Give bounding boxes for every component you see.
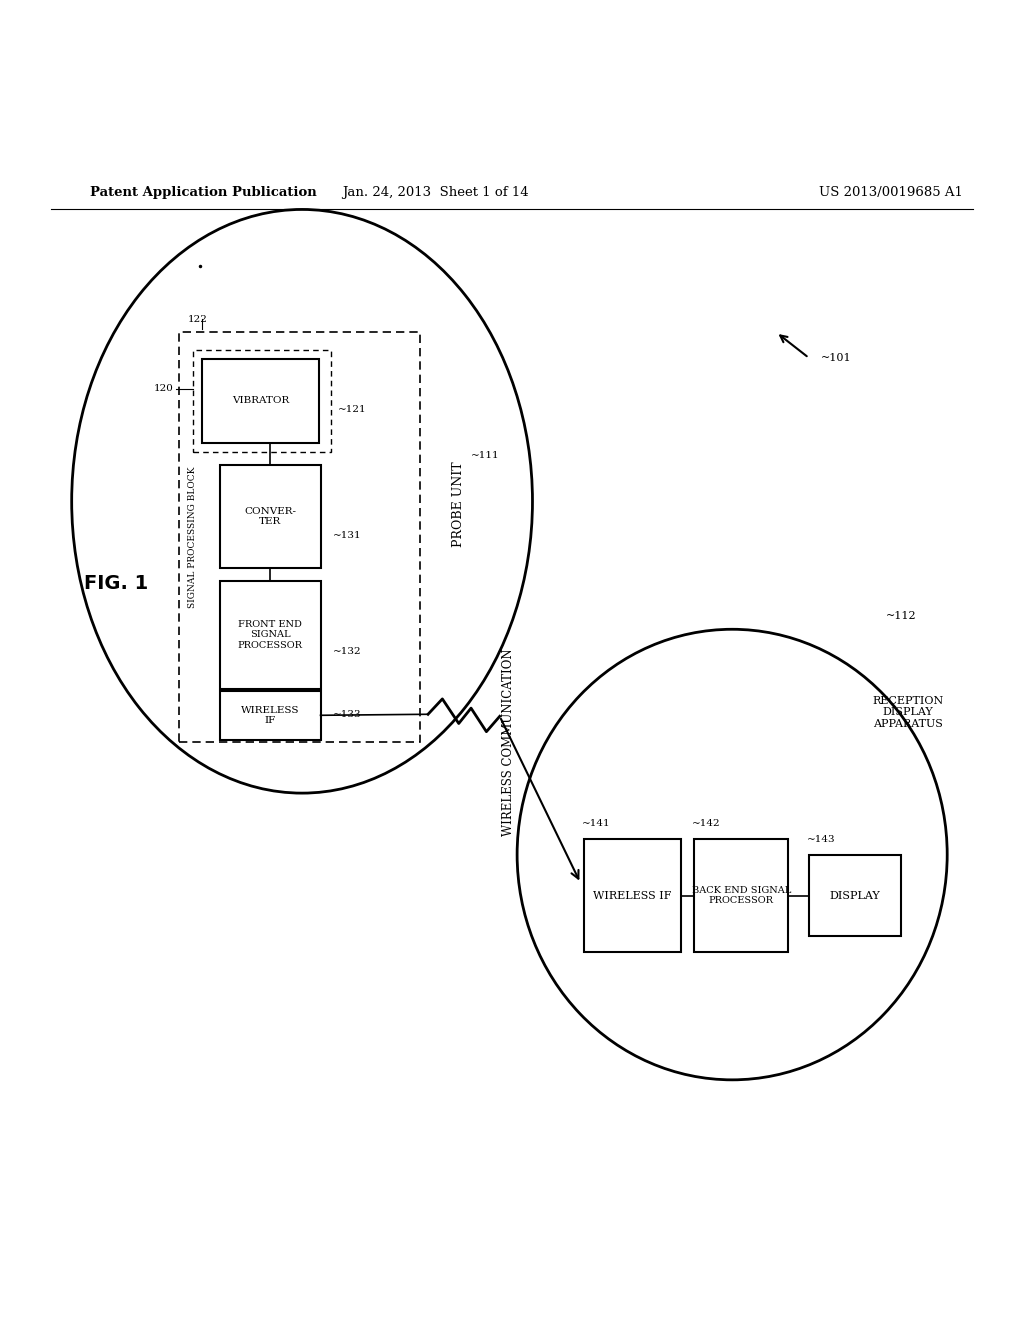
Bar [193, 350, 331, 453]
Bar [179, 333, 420, 742]
Text: ~132: ~132 [333, 647, 361, 656]
Text: ~133: ~133 [333, 710, 361, 719]
Text: WIRELESS IF: WIRELESS IF [593, 891, 672, 900]
Text: US 2013/0019685 A1: US 2013/0019685 A1 [819, 186, 963, 198]
Text: ~143: ~143 [807, 834, 836, 843]
Bar [584, 840, 681, 952]
Text: DISPLAY: DISPLAY [829, 891, 881, 900]
Text: BACK END SIGNAL
PROCESSOR: BACK END SIGNAL PROCESSOR [691, 886, 792, 906]
Text: ~142: ~142 [692, 820, 721, 829]
Bar [220, 690, 321, 741]
Text: SIGNAL PROCESSING BLOCK: SIGNAL PROCESSING BLOCK [188, 466, 197, 609]
Text: RECEPTION
DISPLAY
APPARATUS: RECEPTION DISPLAY APPARATUS [872, 696, 944, 729]
Text: WIRELESS
IF: WIRELESS IF [241, 706, 300, 725]
Text: Jan. 24, 2013  Sheet 1 of 14: Jan. 24, 2013 Sheet 1 of 14 [342, 186, 528, 198]
Text: ~101: ~101 [821, 352, 852, 363]
Text: Patent Application Publication: Patent Application Publication [90, 186, 316, 198]
Bar [220, 466, 321, 568]
Text: 122: 122 [187, 315, 207, 325]
Text: WIRELESS COMMUNICATION: WIRELESS COMMUNICATION [503, 648, 515, 836]
Bar [694, 840, 788, 952]
Text: ~131: ~131 [333, 531, 361, 540]
Text: CONVER-
TER: CONVER- TER [245, 507, 296, 527]
Text: FRONT END
SIGNAL
PROCESSOR: FRONT END SIGNAL PROCESSOR [238, 620, 303, 649]
Text: 120: 120 [155, 384, 174, 393]
Text: ~141: ~141 [582, 820, 610, 829]
Text: FIG. 1: FIG. 1 [84, 574, 148, 593]
Text: ~112: ~112 [886, 611, 916, 622]
Bar [220, 581, 321, 689]
Bar [202, 359, 319, 444]
Text: ~121: ~121 [338, 405, 367, 413]
Text: ~111: ~111 [471, 450, 500, 459]
Text: PROBE UNIT: PROBE UNIT [453, 462, 465, 548]
Bar [809, 854, 901, 936]
Text: VIBRATOR: VIBRATOR [232, 396, 289, 405]
